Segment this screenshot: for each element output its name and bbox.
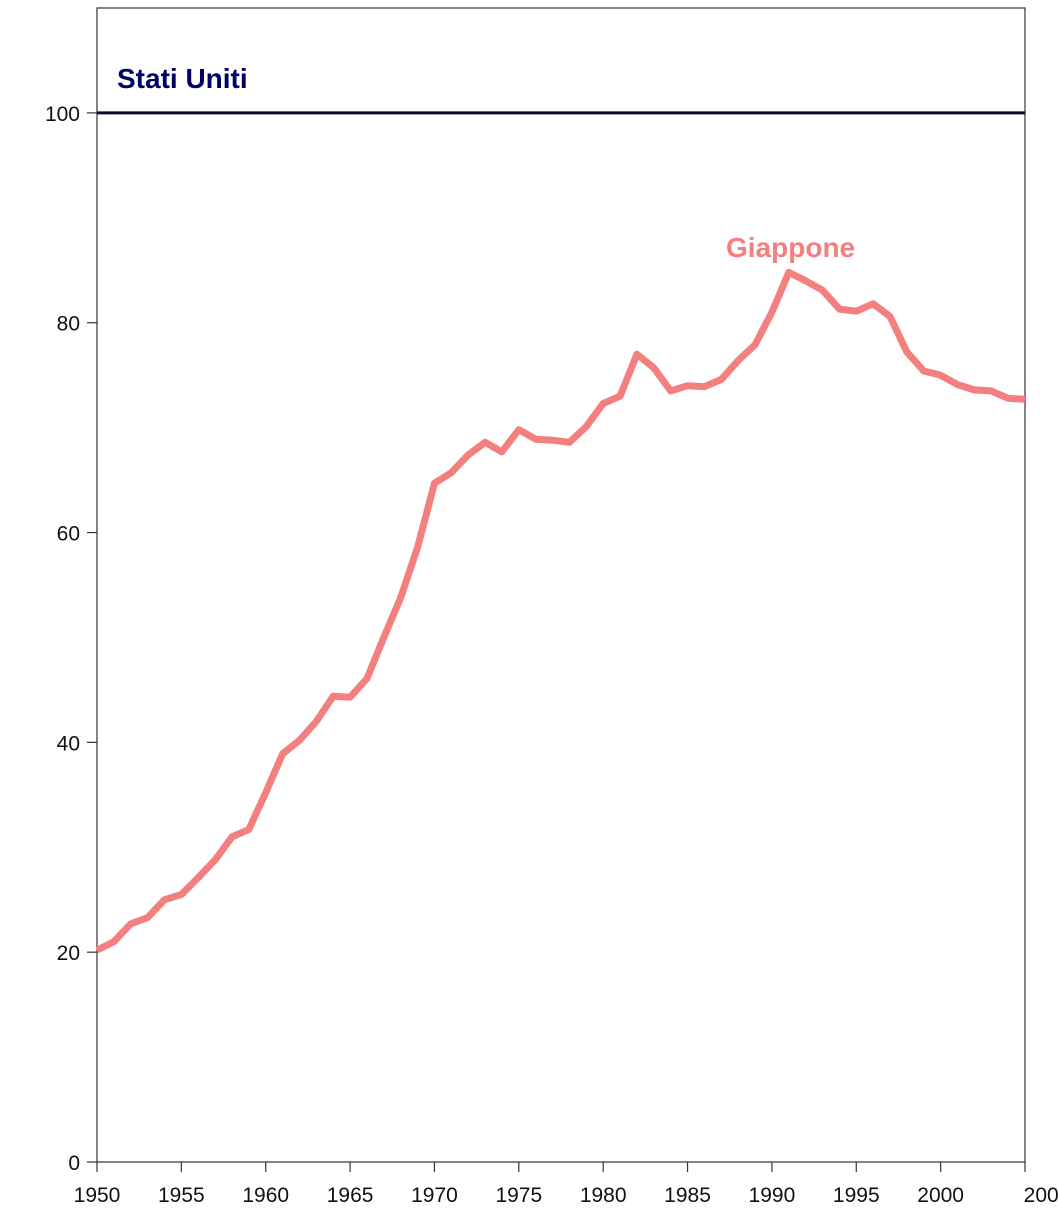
series-label-stati-uniti: Stati Uniti bbox=[117, 63, 248, 94]
y-tick-label: 0 bbox=[68, 1152, 80, 1175]
x-tick-label: 1965 bbox=[327, 1184, 374, 1207]
x-tick-label: 1960 bbox=[242, 1184, 289, 1207]
x-tick-label: 1980 bbox=[580, 1184, 627, 1207]
x-tick-label: 1975 bbox=[495, 1184, 542, 1207]
y-tick-label: 80 bbox=[57, 313, 80, 336]
series-line-giappone bbox=[95, 268, 1026, 954]
x-tick-label: 1955 bbox=[158, 1184, 205, 1207]
y-tick-label: 40 bbox=[57, 732, 80, 755]
x-tick-label: 1990 bbox=[749, 1184, 796, 1207]
x-tick-label: 2000 bbox=[917, 1184, 964, 1207]
y-tick-label: 20 bbox=[57, 942, 80, 965]
x-tick-label: 1950 bbox=[74, 1184, 121, 1207]
x-tick-label: 1995 bbox=[833, 1184, 880, 1207]
y-tick-label: 100 bbox=[45, 103, 80, 126]
x-tick-label: 1970 bbox=[411, 1184, 458, 1207]
series-layer bbox=[95, 111, 1026, 954]
x-tick-label: 2005 bbox=[1024, 1184, 1058, 1207]
y-axis: 0 20 40 60 80 100 bbox=[45, 103, 97, 1175]
y-tick-label: 60 bbox=[57, 523, 80, 546]
x-tick-label: 1985 bbox=[664, 1184, 711, 1207]
plot-frame bbox=[96, 7, 1026, 1163]
x-axis: 1950 1955 1960 1965 1970 1975 1980 1985 1990 1995… bbox=[74, 1162, 1058, 1207]
series-label-giappone: Giappone bbox=[726, 232, 855, 263]
